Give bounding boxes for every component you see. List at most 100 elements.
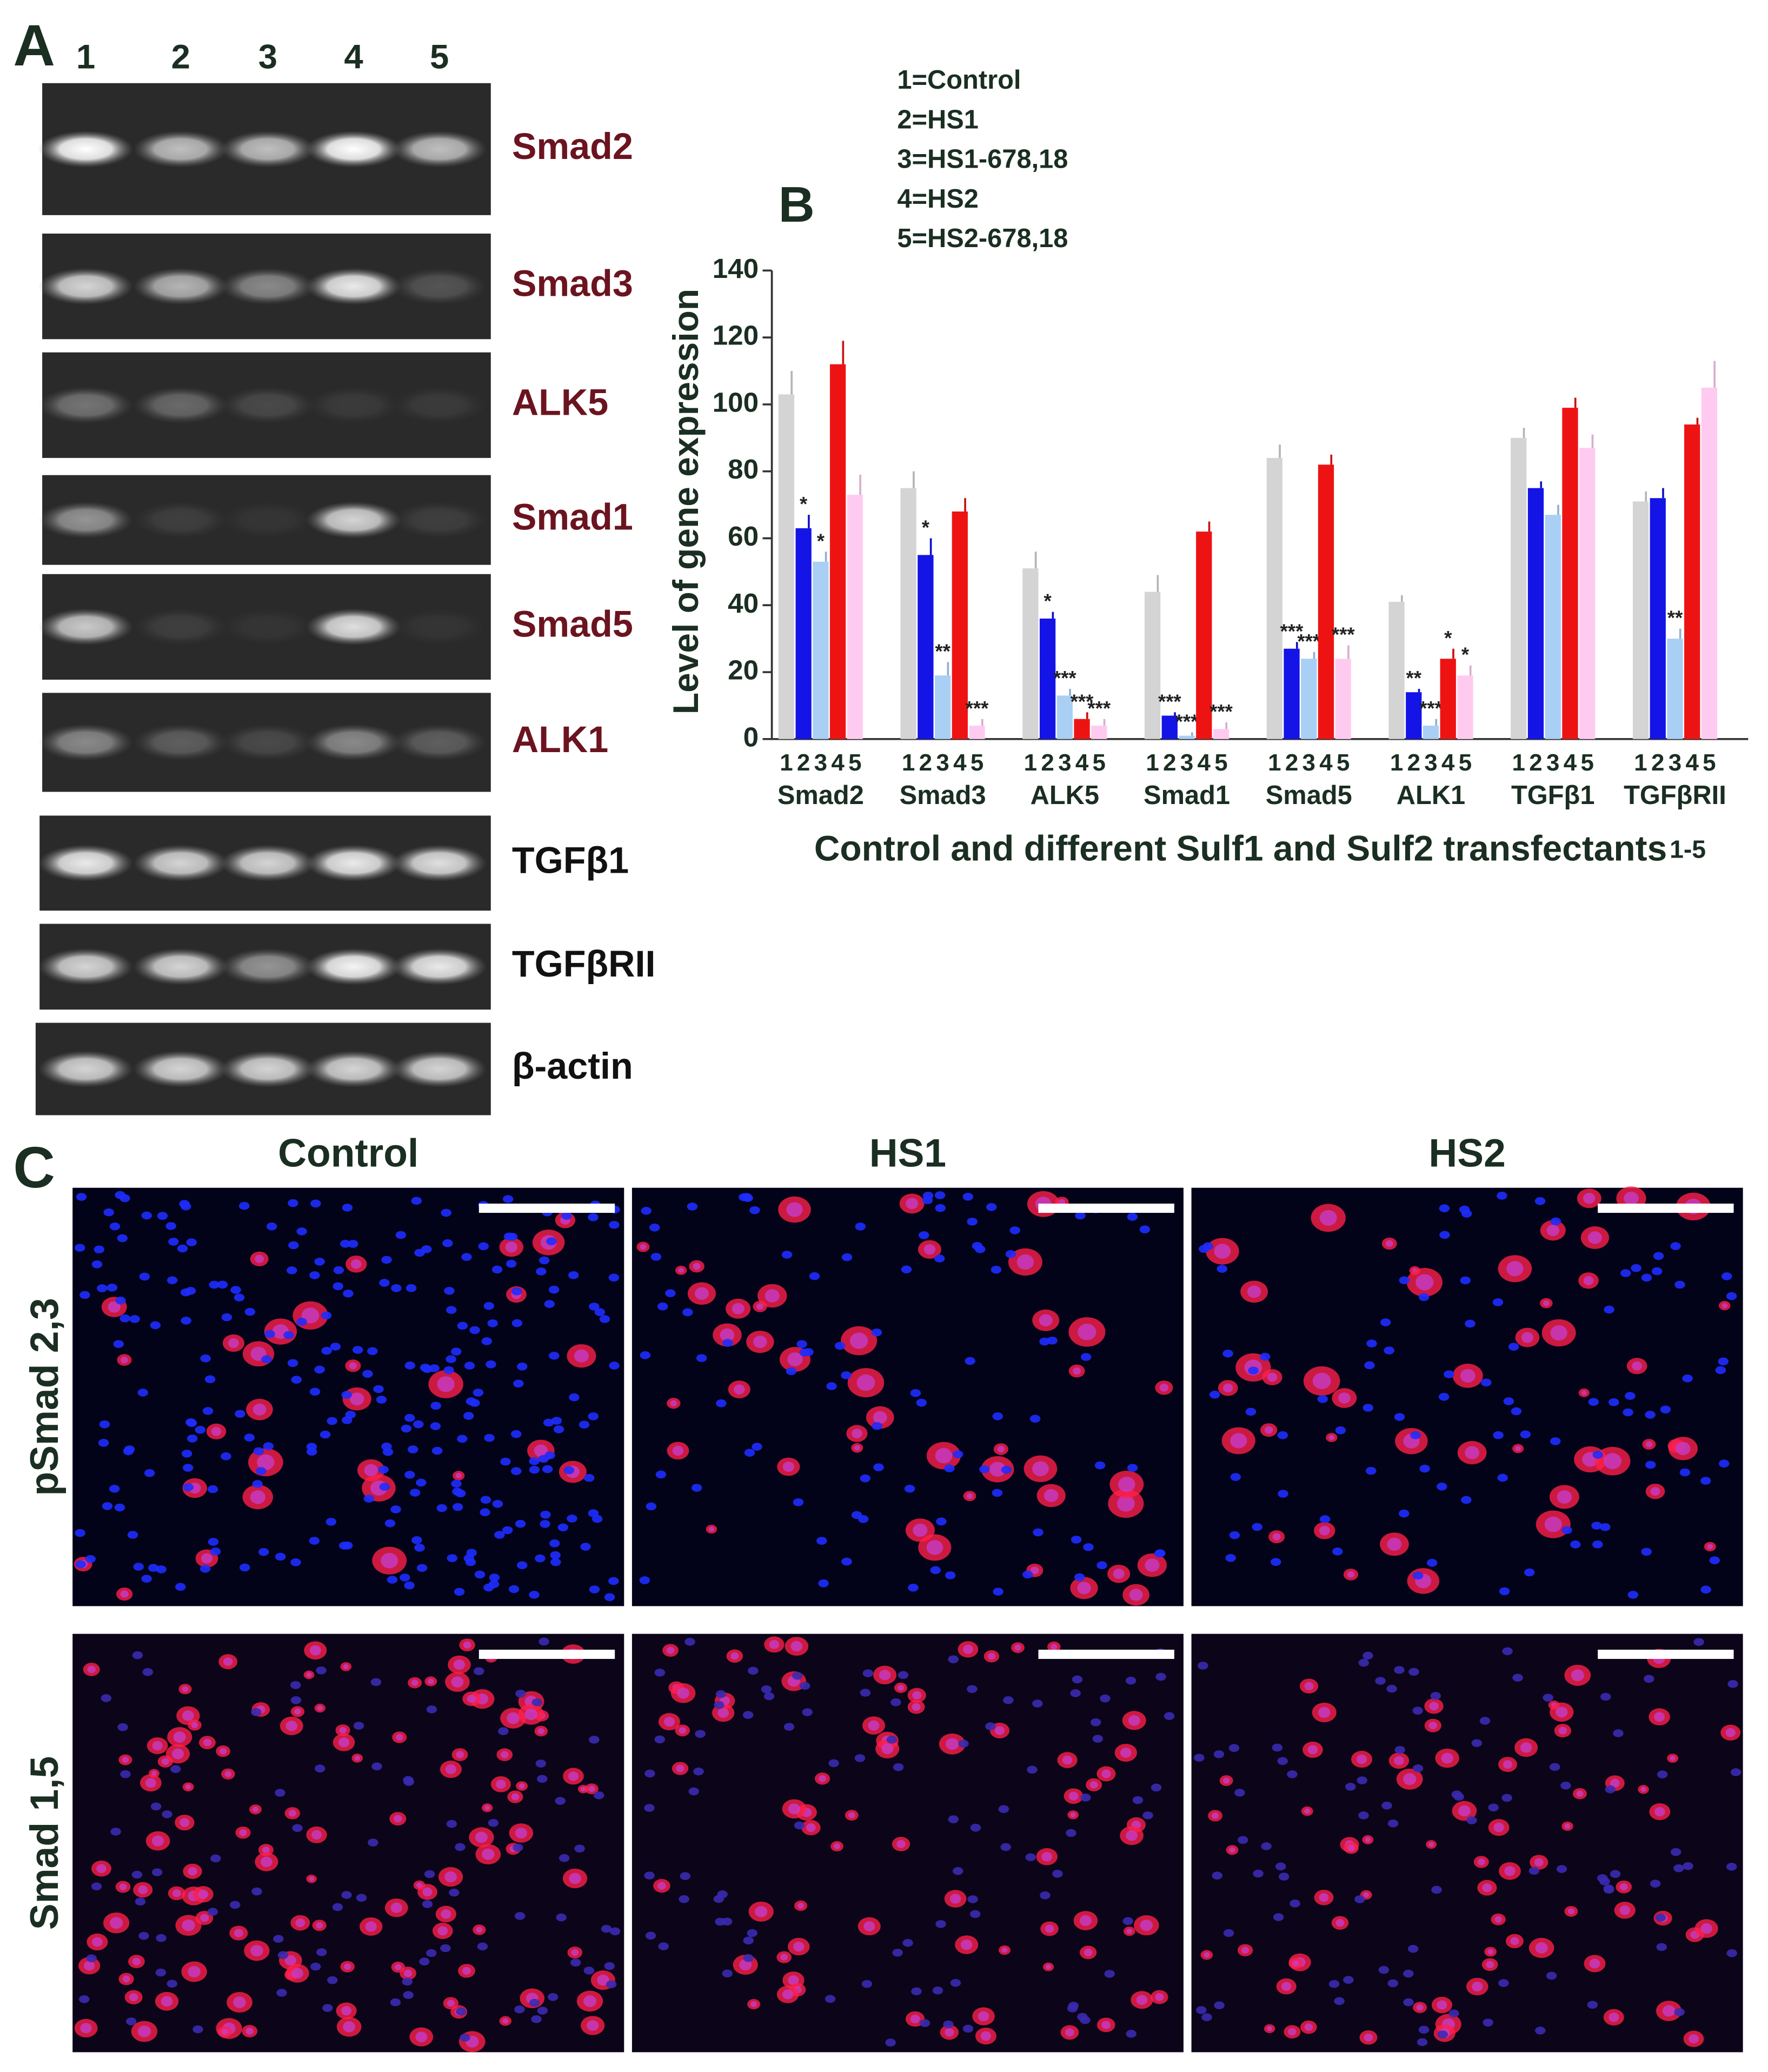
nucleus	[1641, 1548, 1652, 1556]
nucleus	[296, 1227, 307, 1236]
cell	[1347, 1844, 1355, 1851]
nucleus	[1000, 1843, 1011, 1851]
cell	[224, 1771, 232, 1777]
gel-band	[133, 387, 229, 424]
cell	[1564, 1823, 1571, 1829]
nucleus	[332, 1903, 343, 1911]
nucleus	[348, 1240, 358, 1248]
nucleus	[531, 2015, 542, 2023]
nucleus	[141, 1211, 152, 1220]
series-tick-label: 2	[797, 749, 810, 776]
nucleus	[446, 1306, 457, 1314]
nucleus	[695, 1730, 706, 1738]
significance: ***	[1071, 690, 1094, 713]
series-tick-label: 4	[1685, 749, 1699, 776]
nucleus	[985, 1722, 996, 1730]
series-tick-label: 3	[814, 749, 827, 776]
micrograph-background	[1191, 1187, 1743, 1606]
nucleus	[1437, 1482, 1447, 1491]
nucleus	[1610, 1870, 1621, 1878]
nucleus	[402, 1977, 413, 1986]
x-tick-label: Smad1	[1144, 781, 1230, 810]
scale-bar	[478, 1203, 615, 1213]
nucleus	[658, 1942, 669, 1950]
nucleus	[320, 1430, 331, 1439]
nucleus	[589, 1585, 600, 1593]
nucleus	[945, 1571, 956, 1579]
nucleus	[1497, 1473, 1508, 1482]
nucleus	[1375, 1677, 1386, 1685]
nucleus	[114, 1503, 125, 1512]
bar	[1266, 457, 1282, 739]
significance: *	[817, 530, 825, 552]
nucleus	[276, 1989, 287, 1997]
nucleus	[992, 1489, 1003, 1497]
nucleus	[1126, 2029, 1136, 2038]
cell	[1272, 1533, 1281, 1540]
nucleus	[1196, 2006, 1207, 2014]
nucleus	[513, 1379, 524, 1388]
cell	[1640, 1787, 1646, 1792]
nucleus	[115, 1296, 126, 1305]
nucleus	[1194, 1754, 1205, 1762]
cell	[1043, 1489, 1059, 1502]
nucleus	[457, 1435, 468, 1443]
nucleus	[400, 1573, 410, 1582]
cell	[790, 1641, 803, 1652]
cell	[587, 2020, 599, 2031]
nucleus	[537, 2007, 548, 2015]
nucleus	[1623, 1408, 1633, 1417]
nucleus	[1378, 1965, 1390, 1974]
bar	[1161, 715, 1178, 739]
nucleus	[825, 1995, 836, 2003]
nucleus	[1335, 1426, 1346, 1435]
cell	[173, 1731, 186, 1743]
cell	[394, 1964, 402, 1970]
cell	[211, 1427, 222, 1436]
cell	[580, 1787, 586, 1792]
nucleus	[477, 1942, 488, 1951]
column-label: Control	[278, 1131, 418, 1175]
nucleus	[491, 1265, 503, 1274]
nucleus	[563, 1466, 575, 1475]
nucleus	[288, 1199, 298, 1207]
nucleus	[744, 1449, 755, 1457]
nucleus	[362, 1370, 373, 1378]
nucleus	[1229, 1531, 1240, 1539]
nucleus	[390, 1998, 401, 2007]
nucleus	[796, 1340, 807, 1349]
nucleus	[1155, 1672, 1166, 1681]
gel-band	[306, 387, 401, 424]
nucleus	[420, 1363, 431, 1372]
cell	[151, 1771, 157, 1776]
nucleus	[431, 1446, 443, 1455]
nucleus	[444, 1286, 455, 1295]
cell	[1654, 1807, 1665, 1817]
nucleus	[568, 1271, 579, 1279]
series-tick-label: 5	[1214, 749, 1227, 776]
nucleus	[1727, 1679, 1738, 1688]
nucleus	[507, 1232, 518, 1241]
cell	[255, 1254, 264, 1263]
nucleus	[183, 1483, 194, 1491]
bar	[1074, 719, 1090, 739]
nucleus	[1439, 1204, 1450, 1213]
legend-entry: 2=HS1	[897, 105, 979, 134]
nucleus	[1278, 1490, 1288, 1498]
nucleus	[316, 1666, 327, 1675]
cell	[568, 1771, 579, 1781]
nucleus	[752, 1443, 762, 1451]
x-tick-label: Smad2	[777, 781, 864, 810]
nucleus	[454, 1588, 465, 1596]
cell	[456, 1751, 464, 1758]
nucleus	[126, 2017, 137, 2025]
nucleus	[871, 1328, 882, 1337]
nucleus	[551, 1417, 562, 1425]
nucleus	[416, 1478, 427, 1487]
cell	[476, 1927, 483, 1933]
series-tick-label: 4	[1198, 749, 1211, 776]
nucleus	[1387, 1819, 1399, 1828]
nucleus	[1603, 1884, 1614, 1892]
cell	[1304, 1682, 1314, 1690]
